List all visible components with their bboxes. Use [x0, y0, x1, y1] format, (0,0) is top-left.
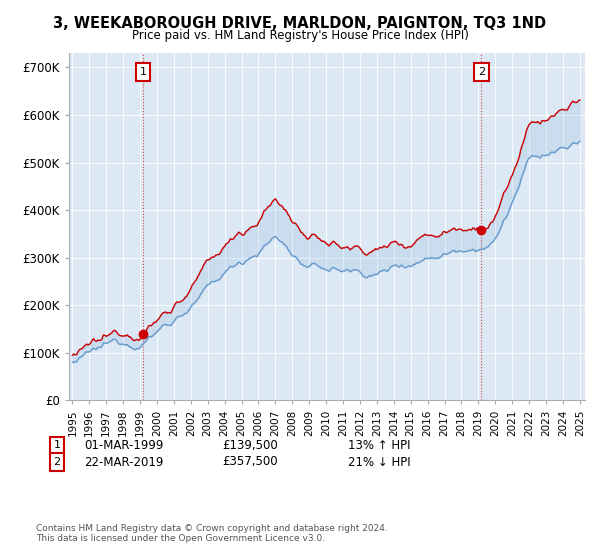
Text: £357,500: £357,500: [222, 455, 278, 469]
Text: 13% ↑ HPI: 13% ↑ HPI: [348, 438, 410, 452]
Text: 1: 1: [53, 440, 61, 450]
Text: Contains HM Land Registry data © Crown copyright and database right 2024.
This d: Contains HM Land Registry data © Crown c…: [36, 524, 388, 543]
Text: 3, WEEKABOROUGH DRIVE, MARLDON, PAIGNTON, TQ3 1ND: 3, WEEKABOROUGH DRIVE, MARLDON, PAIGNTON…: [53, 16, 547, 31]
Text: Price paid vs. HM Land Registry's House Price Index (HPI): Price paid vs. HM Land Registry's House …: [131, 29, 469, 42]
Text: 22-MAR-2019: 22-MAR-2019: [84, 455, 163, 469]
Text: 21% ↓ HPI: 21% ↓ HPI: [348, 455, 410, 469]
Text: 01-MAR-1999: 01-MAR-1999: [84, 438, 163, 452]
Text: 2: 2: [478, 67, 485, 77]
Text: 1: 1: [139, 67, 146, 77]
Text: 2: 2: [53, 457, 61, 467]
Text: £139,500: £139,500: [222, 438, 278, 452]
